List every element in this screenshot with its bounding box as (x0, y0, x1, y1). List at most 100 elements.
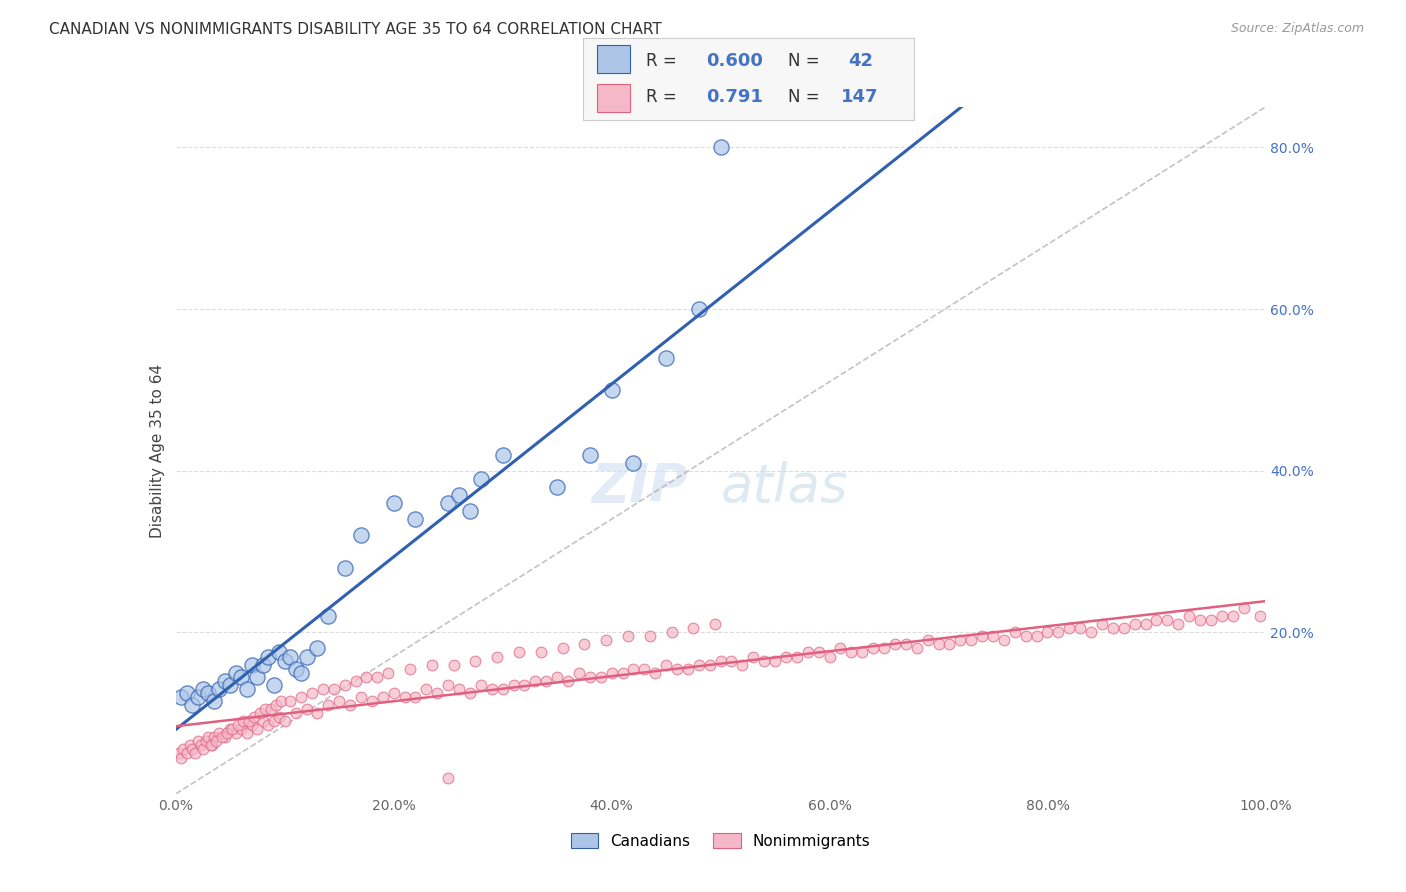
Point (197, 731, 219, 745)
Point (1059, 621, 1081, 635)
Point (249, 706, 271, 720)
Point (226, 718, 249, 732)
Point (492, 681, 515, 696)
Legend: Canadians, Nonimmigrants: Canadians, Nonimmigrants (564, 827, 877, 855)
Text: 0.600: 0.600 (706, 52, 762, 70)
Point (259, 702, 281, 716)
Point (754, 654, 776, 668)
Point (949, 633, 972, 648)
Point (264, 698, 287, 712)
Point (333, 678, 356, 692)
Point (284, 706, 307, 720)
Point (186, 734, 209, 748)
Point (530, 645, 553, 659)
Point (720, 654, 742, 668)
Point (437, 678, 460, 692)
Point (688, 301, 710, 316)
Point (290, 665, 312, 680)
Point (186, 690, 209, 704)
Point (905, 641, 928, 656)
Point (269, 645, 291, 659)
Bar (596, 85, 630, 112)
Point (851, 645, 873, 659)
Point (1233, 601, 1256, 615)
Point (328, 694, 350, 708)
Point (894, 637, 917, 651)
Text: atlas: atlas (721, 461, 848, 513)
Point (257, 649, 280, 664)
Point (1211, 609, 1233, 624)
Point (655, 351, 678, 365)
Point (415, 681, 437, 696)
Point (263, 678, 285, 692)
Point (246, 670, 269, 684)
Point (786, 649, 808, 664)
Point (731, 657, 754, 672)
Point (214, 731, 236, 745)
Point (405, 690, 427, 704)
Point (1156, 613, 1178, 627)
Point (240, 657, 263, 672)
Point (208, 726, 231, 740)
Point (377, 665, 399, 680)
Point (447, 681, 470, 696)
Bar (596, 45, 630, 73)
Point (202, 731, 225, 745)
Point (254, 702, 277, 716)
Point (841, 645, 863, 659)
Point (551, 641, 574, 656)
Point (661, 625, 683, 640)
Point (704, 617, 727, 632)
Point (458, 686, 481, 700)
Point (1102, 621, 1125, 635)
Text: R =: R = (647, 88, 688, 106)
Point (1015, 629, 1038, 643)
Point (181, 742, 204, 756)
Text: N =: N = (789, 88, 820, 106)
Point (638, 629, 661, 643)
Point (621, 456, 644, 470)
Point (269, 710, 291, 724)
Point (215, 726, 238, 740)
Point (420, 657, 443, 672)
Point (579, 448, 602, 462)
Point (219, 723, 242, 737)
Point (202, 694, 225, 708)
Point (1069, 621, 1091, 635)
Point (655, 657, 678, 672)
Point (225, 726, 247, 740)
Point (350, 528, 373, 542)
Point (312, 681, 335, 696)
Point (574, 637, 596, 651)
Point (502, 678, 524, 692)
Point (447, 488, 470, 502)
Point (938, 637, 960, 651)
Point (1189, 613, 1212, 627)
Point (307, 641, 329, 656)
Point (818, 649, 841, 664)
Point (742, 649, 765, 664)
Point (344, 673, 367, 688)
Point (1135, 617, 1157, 632)
Point (318, 609, 340, 624)
Point (426, 686, 449, 700)
Point (1036, 625, 1059, 640)
Point (437, 771, 460, 785)
Point (371, 690, 394, 704)
Point (252, 714, 274, 728)
Point (443, 657, 465, 672)
Point (270, 694, 292, 708)
Point (405, 512, 427, 526)
Point (513, 678, 536, 692)
Text: R =: R = (647, 52, 682, 70)
Point (200, 739, 222, 753)
Point (830, 641, 852, 656)
Point (470, 678, 492, 692)
Point (284, 662, 307, 676)
Point (221, 723, 243, 737)
Point (972, 629, 994, 643)
Point (184, 747, 207, 761)
Point (589, 670, 612, 684)
Point (274, 714, 297, 728)
Point (666, 662, 689, 676)
